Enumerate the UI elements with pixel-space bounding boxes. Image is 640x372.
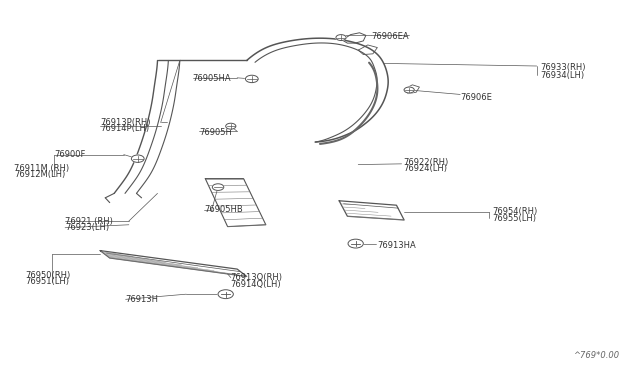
Text: 76905HA: 76905HA bbox=[193, 74, 231, 83]
Circle shape bbox=[404, 87, 414, 93]
Text: 76911M (RH): 76911M (RH) bbox=[14, 164, 69, 173]
Text: 76913H: 76913H bbox=[125, 295, 159, 304]
Text: 76906EA: 76906EA bbox=[371, 32, 408, 41]
Circle shape bbox=[226, 123, 236, 129]
Text: 76924(LH): 76924(LH) bbox=[403, 164, 447, 173]
Text: 76913HA: 76913HA bbox=[378, 241, 416, 250]
Text: 76913P(RH): 76913P(RH) bbox=[100, 118, 150, 127]
Circle shape bbox=[348, 239, 364, 248]
Text: 76906E: 76906E bbox=[460, 93, 492, 102]
Text: 76955(LH): 76955(LH) bbox=[492, 214, 536, 223]
Text: 76900F: 76900F bbox=[54, 150, 86, 159]
Text: 76923(LH): 76923(LH) bbox=[65, 223, 109, 232]
Text: 76914Q(LH): 76914Q(LH) bbox=[231, 280, 282, 289]
Circle shape bbox=[131, 155, 144, 162]
Text: 76922(RH): 76922(RH) bbox=[403, 157, 448, 167]
Text: 76951(LH): 76951(LH) bbox=[26, 278, 70, 286]
Text: 76921 (RH): 76921 (RH) bbox=[65, 217, 113, 225]
Text: 76950(RH): 76950(RH) bbox=[26, 271, 71, 280]
Text: 76914P(LH): 76914P(LH) bbox=[100, 124, 149, 133]
Circle shape bbox=[218, 290, 234, 299]
Circle shape bbox=[212, 184, 224, 190]
Text: 76933(RH): 76933(RH) bbox=[540, 63, 586, 72]
Text: ^769*0.00: ^769*0.00 bbox=[573, 350, 620, 359]
Text: 76905H: 76905H bbox=[199, 128, 232, 137]
Circle shape bbox=[336, 35, 346, 41]
Text: 76913Q(RH): 76913Q(RH) bbox=[231, 273, 283, 282]
Text: 76912M(LH): 76912M(LH) bbox=[14, 170, 65, 179]
Circle shape bbox=[246, 75, 258, 83]
Text: 76954(RH): 76954(RH) bbox=[492, 207, 538, 217]
Text: 76934(LH): 76934(LH) bbox=[540, 71, 584, 80]
Text: 76905HB: 76905HB bbox=[204, 205, 243, 215]
